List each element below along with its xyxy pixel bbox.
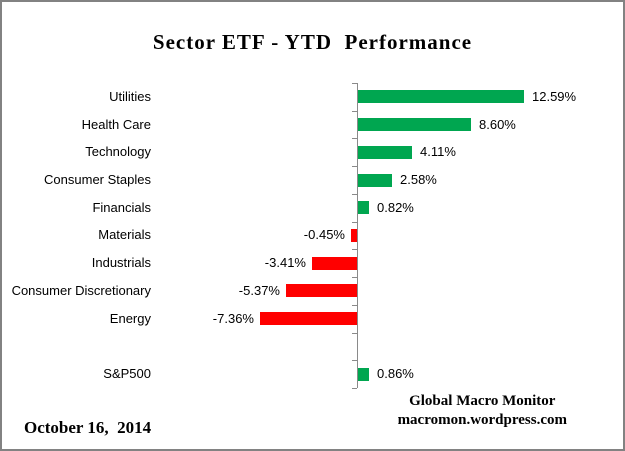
bar-health-care (358, 118, 471, 131)
axis-tick (352, 305, 357, 306)
axis-tick (352, 388, 357, 389)
value-label-consumer-staples: 2.58% (400, 172, 437, 187)
category-label-s-p500: S&P500 (103, 366, 151, 381)
category-label-consumer-staples: Consumer Staples (44, 172, 151, 187)
chart-title: Sector ETF - YTD Performance (152, 30, 473, 54)
category-axis-line (357, 83, 358, 388)
value-label-consumer-discretionary: -5.37% (238, 283, 280, 298)
value-label-s-p500: 0.86% (377, 366, 414, 381)
category-label-consumer-discretionary: Consumer Discretionary (11, 283, 151, 298)
bar-materials (351, 229, 357, 242)
bar-technology (358, 146, 412, 159)
bar-industrials (312, 257, 357, 270)
axis-tick (352, 138, 357, 139)
credit-line-2: macromon.wordpress.com (397, 412, 567, 428)
category-label-financials: Financials (92, 200, 151, 215)
value-label-utilities: 12.59% (532, 89, 577, 104)
credit-line-1: Global Macro Monitor (409, 393, 556, 409)
value-label-energy: -7.36% (212, 311, 254, 326)
axis-tick (352, 249, 357, 250)
bar-utilities (358, 90, 524, 103)
axis-tick (352, 360, 357, 361)
category-label-technology: Technology (85, 144, 151, 159)
axis-tick (352, 111, 357, 112)
bar-energy (260, 312, 357, 325)
value-label-technology: 4.11% (420, 144, 456, 159)
bar-consumer-discretionary (286, 284, 357, 297)
value-label-materials: -0.45% (303, 227, 345, 242)
value-label-industrials: -3.41% (264, 255, 306, 270)
value-label-health-care: 8.60% (479, 117, 516, 132)
category-label-health-care: Health Care (81, 117, 151, 132)
category-label-materials: Materials (98, 227, 151, 242)
bar-consumer-staples (358, 174, 392, 187)
bar-s-p500 (358, 368, 369, 381)
credits-block: Global Macro Monitor macromon.wordpress.… (398, 392, 567, 430)
axis-tick (352, 166, 357, 167)
axis-tick (352, 83, 357, 84)
axis-tick (352, 222, 357, 223)
category-label-energy: Energy (109, 311, 151, 326)
category-label-industrials: Industrials (91, 255, 151, 270)
date-label: October 16, 2014 (24, 418, 152, 437)
axis-tick (352, 194, 357, 195)
bar-financials (358, 201, 369, 214)
axis-tick (352, 277, 357, 278)
axis-tick (352, 333, 357, 334)
value-label-financials: 0.82% (377, 200, 414, 215)
category-label-utilities: Utilities (109, 89, 151, 104)
